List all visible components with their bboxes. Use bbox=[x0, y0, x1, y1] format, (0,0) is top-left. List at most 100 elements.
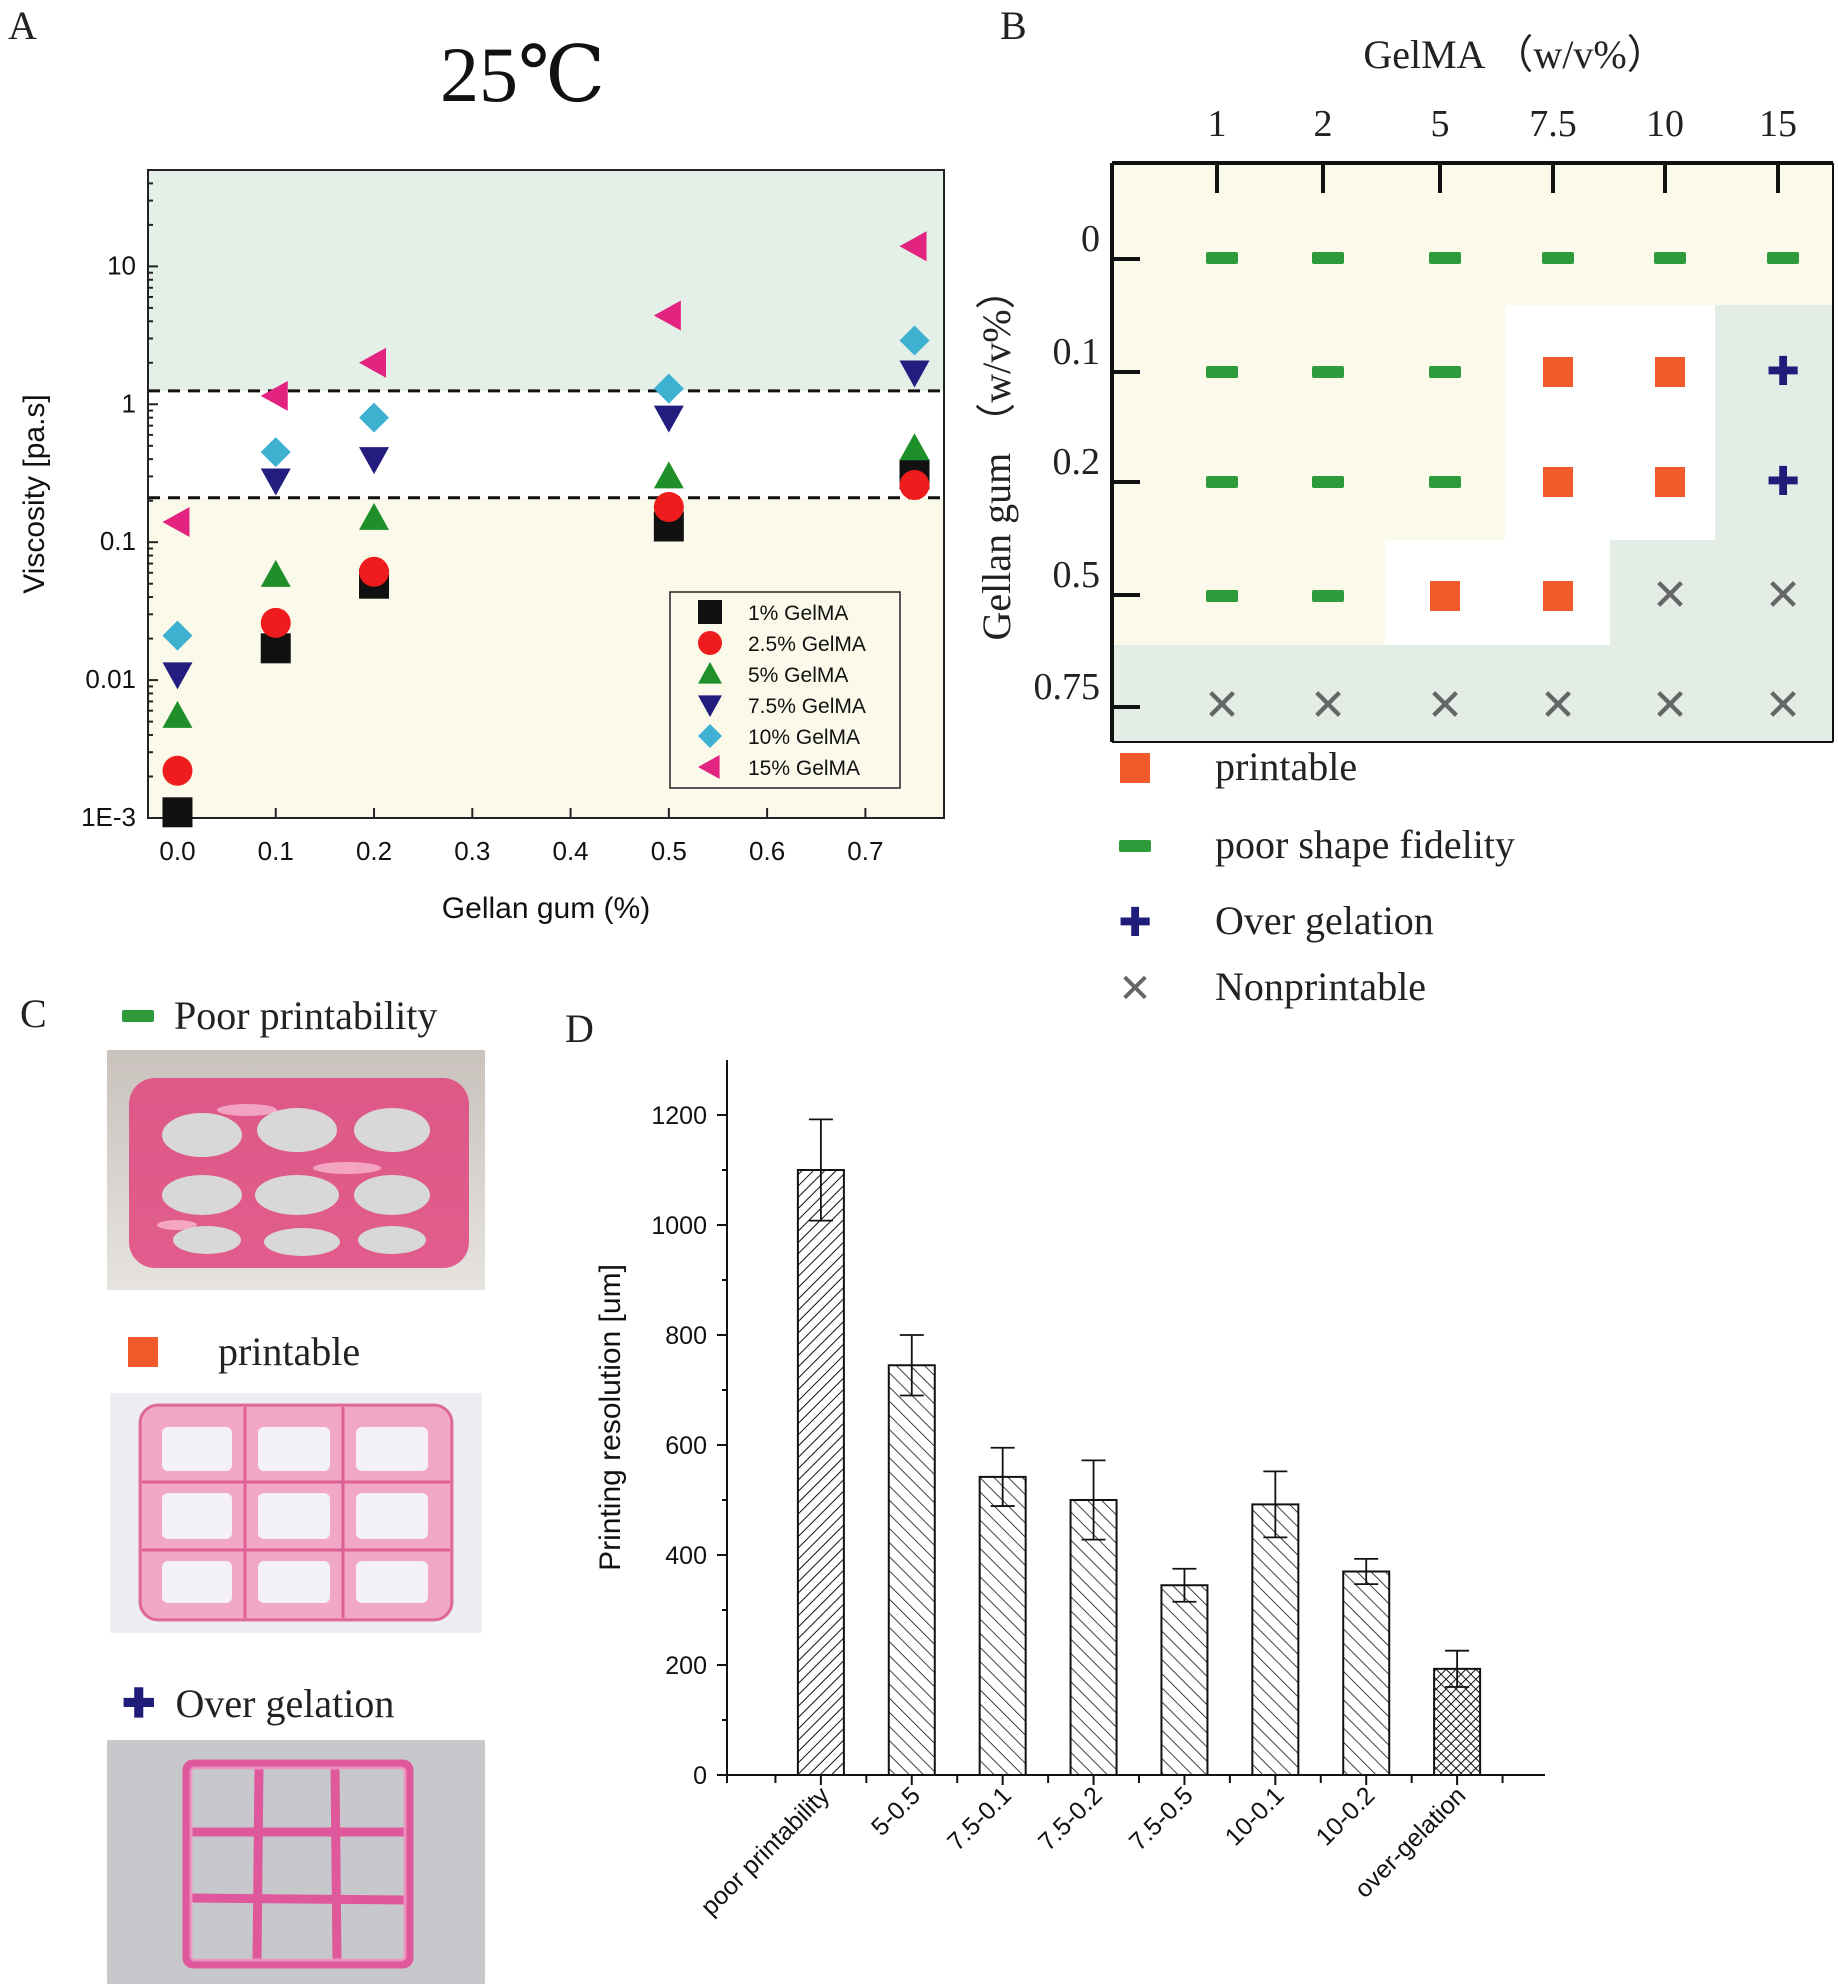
x-tick-label: poor printability bbox=[695, 1781, 835, 1921]
label-printable: printable bbox=[128, 1328, 360, 1375]
photo-poor-printability bbox=[107, 1050, 485, 1290]
legend-label: 10% GelMA bbox=[748, 726, 860, 749]
point-triangle-up bbox=[653, 461, 684, 489]
y-axis-title: Gellan gum （w/v%） bbox=[974, 269, 1019, 640]
y-tick-label: 400 bbox=[665, 1542, 707, 1570]
cell-cross-icon: ✕ bbox=[1765, 571, 1802, 620]
col-label: 15 bbox=[1759, 103, 1797, 145]
zone-nonprintable-right bbox=[1610, 540, 1833, 645]
legend-marker-circle bbox=[698, 631, 722, 655]
high-viscosity-zone bbox=[148, 170, 944, 391]
cell-square-icon bbox=[1655, 357, 1685, 387]
point-circle bbox=[899, 469, 930, 500]
cell-dash-icon bbox=[1206, 590, 1238, 602]
bar bbox=[887, 1364, 936, 1776]
cell-dash-icon bbox=[1312, 476, 1344, 488]
label-poor-printability-text: Poor printability bbox=[174, 993, 438, 1038]
col-label: 7.5 bbox=[1529, 103, 1577, 145]
point-triangle-left bbox=[653, 300, 681, 331]
x-tick-label: 7.5-0.1 bbox=[942, 1781, 1017, 1856]
label-over-gelation: ✚ Over gelation bbox=[122, 1680, 394, 1727]
point-circle bbox=[162, 755, 193, 786]
cell-plus-icon: ✚ bbox=[1766, 350, 1800, 394]
legend-label: printable bbox=[1215, 744, 1357, 789]
point-square bbox=[162, 797, 193, 828]
x-tick-label: 0.0 bbox=[159, 836, 195, 866]
x-tick-label: 0.6 bbox=[749, 836, 785, 866]
x-tick-label: 7.5-0.5 bbox=[1124, 1781, 1199, 1856]
legend-cross-icon: ✕ bbox=[1118, 967, 1152, 1010]
legend-label: Nonprintable bbox=[1215, 964, 1426, 1009]
printable-square-icon bbox=[128, 1336, 158, 1367]
point-square bbox=[260, 633, 291, 664]
point-triangle-down bbox=[162, 662, 193, 690]
photo-printable bbox=[110, 1393, 482, 1633]
y-tick-label: 1200 bbox=[651, 1102, 707, 1130]
viscosity-scatter-chart: 1E-3 0.01 0.1 1 10 0.0 0.1 0.2 0.3 0.4 0.5 0.6 0.7 Ge… bbox=[18, 169, 945, 925]
point-circle bbox=[260, 607, 291, 638]
x-tick-label: 5-0.5 bbox=[866, 1781, 926, 1841]
row-label: 0.5 bbox=[1053, 554, 1101, 596]
x-tick-label: 7.5-0.2 bbox=[1033, 1781, 1108, 1856]
legend-label: 1% GelMA bbox=[748, 602, 848, 625]
cell-square-icon bbox=[1543, 467, 1573, 497]
label-over-gelation-text: Over gelation bbox=[175, 1681, 395, 1726]
y-tick-label: 10 bbox=[107, 250, 136, 280]
row-label: 0.2 bbox=[1053, 441, 1101, 483]
cell-dash-icon bbox=[1542, 252, 1574, 264]
y-tick-label: 1E-3 bbox=[81, 802, 136, 832]
bar bbox=[1160, 1584, 1209, 1776]
zone-nonprintable-bottom bbox=[1112, 645, 1833, 742]
point-diamond bbox=[359, 402, 390, 433]
scaffold-printable-image bbox=[110, 1393, 482, 1633]
cell-cross-icon: ✕ bbox=[1204, 681, 1241, 730]
y-tick-label: 1 bbox=[122, 388, 136, 418]
point-triangle-down bbox=[653, 405, 684, 433]
y-tick-label: 600 bbox=[665, 1432, 707, 1460]
col-label: 1 bbox=[1208, 103, 1227, 145]
y-tick-label: 0.1 bbox=[100, 526, 136, 556]
legend-label: 5% GelMA bbox=[748, 664, 848, 687]
point-diamond bbox=[653, 373, 684, 404]
legend-label: 15% GelMA bbox=[748, 757, 860, 780]
legend-marker-square bbox=[698, 600, 722, 624]
point-triangle-down bbox=[359, 447, 390, 475]
panel-letter-a: A bbox=[8, 3, 37, 48]
legend-marker-triangle-left bbox=[698, 755, 720, 779]
cell-dash-icon bbox=[1654, 252, 1686, 264]
y-tick-label: 800 bbox=[665, 1322, 707, 1350]
point-triangle-down bbox=[260, 468, 291, 496]
cell-dash-icon bbox=[1206, 252, 1238, 264]
bar bbox=[1251, 1503, 1300, 1776]
cell-dash-icon bbox=[1312, 366, 1344, 378]
legend-label: 2.5% GelMA bbox=[748, 633, 866, 656]
legend-marker-diamond bbox=[698, 724, 722, 748]
bar bbox=[1342, 1570, 1391, 1776]
row-label: 0 bbox=[1081, 218, 1100, 260]
zone-over-gelation bbox=[1715, 305, 1833, 540]
cell-plus-icon: ✚ bbox=[1766, 460, 1800, 504]
temperature-header: 25℃ bbox=[440, 31, 606, 118]
printing-resolution-bar-chart: 0 200 400 600 800 1000 1200 Printing resolution… bbox=[594, 1060, 1545, 1921]
point-triangle-left bbox=[359, 347, 387, 378]
x-tick-label: 0.2 bbox=[356, 836, 392, 866]
col-label: 2 bbox=[1314, 103, 1333, 145]
point-triangle-left bbox=[260, 380, 288, 411]
cell-square-icon bbox=[1430, 581, 1460, 611]
point-triangle-up bbox=[260, 559, 291, 587]
x-tick-label: 0.5 bbox=[651, 836, 687, 866]
y-tick-label: 1000 bbox=[651, 1212, 707, 1240]
y-tick-label: 200 bbox=[665, 1652, 707, 1680]
cell-cross-icon: ✕ bbox=[1765, 681, 1802, 730]
bar bbox=[1069, 1499, 1118, 1776]
over-gelation-plus-icon: ✚ bbox=[122, 1680, 156, 1726]
label-poor-printability: Poor printability bbox=[122, 992, 437, 1039]
scaffold-over-gelation-image bbox=[107, 1740, 485, 1984]
y-axis-label: Printing resolution [um] bbox=[594, 1264, 627, 1571]
x-tick-label: 10-0.2 bbox=[1311, 1781, 1381, 1851]
photo-over-gelation bbox=[107, 1740, 485, 1984]
point-circle bbox=[653, 491, 684, 522]
row-label: 0.1 bbox=[1053, 331, 1101, 373]
legend-label: Over gelation bbox=[1215, 898, 1434, 943]
point-triangle-down bbox=[899, 360, 930, 388]
